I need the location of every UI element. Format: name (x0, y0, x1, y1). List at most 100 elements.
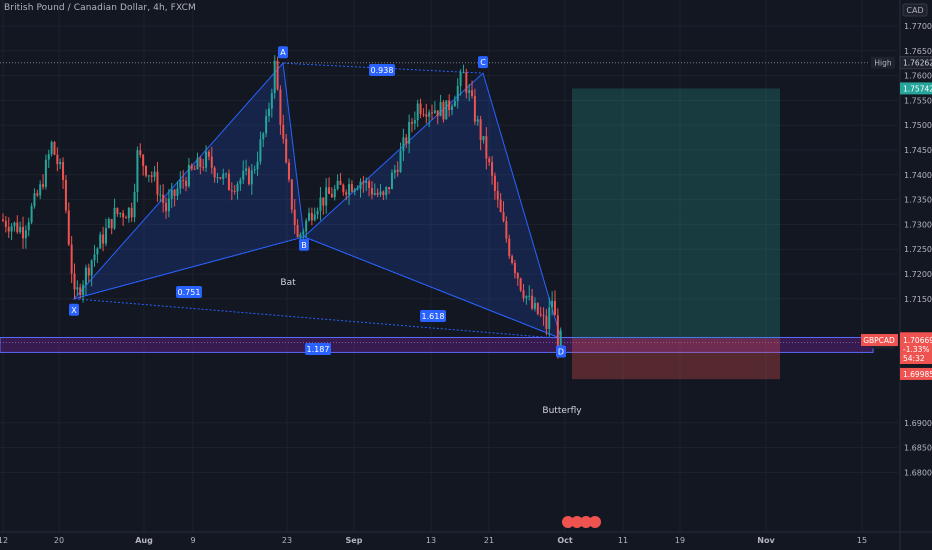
candle-body (519, 278, 522, 291)
candle-body (159, 194, 162, 196)
candle-body (216, 177, 219, 179)
candle-body (213, 167, 216, 178)
position-layer (572, 88, 780, 380)
candle-body (265, 116, 268, 134)
candle-body (465, 72, 468, 93)
candle-body (39, 184, 42, 196)
flag-icon[interactable] (571, 516, 583, 528)
pattern-point-x[interactable]: X (69, 303, 79, 316)
candle-body (13, 222, 16, 227)
candle-body (156, 171, 159, 195)
candle-body (210, 156, 213, 168)
candle-body (419, 103, 422, 114)
candle-body (442, 102, 445, 120)
candle-body (405, 137, 408, 144)
x-tick-label: Sep (346, 536, 363, 545)
candle-body (67, 210, 70, 245)
flag-icon[interactable] (580, 516, 592, 528)
flag-icon[interactable] (562, 516, 574, 528)
candle-body (2, 219, 4, 221)
point-badge-bg (478, 56, 488, 69)
pattern-ratio[interactable]: 1.187 (305, 343, 331, 355)
candle-body (396, 169, 399, 172)
point-badge-bg (278, 46, 288, 59)
candle-body (162, 194, 165, 203)
x-tick-label: 9 (190, 536, 195, 545)
candle-body (548, 307, 551, 329)
candle-body (76, 287, 79, 290)
candle-body (359, 181, 362, 189)
x-tick-label: 23 (282, 536, 292, 545)
candle-body (84, 267, 87, 285)
pattern-point-b[interactable]: B (299, 238, 309, 251)
candle-body (373, 192, 376, 195)
candle-body (170, 189, 173, 199)
price-badge-bg (900, 82, 932, 95)
candle-body (545, 316, 548, 329)
candle-body (250, 170, 253, 185)
candle-body (531, 295, 534, 309)
candle-body (236, 184, 239, 192)
position-profit-zone[interactable] (572, 88, 780, 339)
candle-body (505, 221, 508, 239)
level-value: 1.76262 (903, 59, 932, 68)
pattern-ratio[interactable]: 1.618 (420, 310, 446, 322)
candle-body (102, 234, 105, 244)
candle-body (90, 260, 93, 276)
candle-body (222, 173, 225, 179)
candle-body (176, 188, 179, 196)
candle-body (471, 90, 474, 97)
candle-body (227, 173, 230, 191)
candle-body (551, 300, 554, 308)
currency-badge-bg (902, 3, 928, 17)
candle-body (485, 136, 488, 159)
y-tick-label: 1.73000 (904, 220, 932, 229)
candle-body (16, 222, 19, 233)
candle-body (253, 169, 256, 171)
candle-body (279, 89, 282, 125)
candle-body (522, 290, 525, 299)
candle-body (302, 231, 305, 235)
last-price-block[interactable]: GBPCAD 1.70669-1.33%54:32 (861, 334, 932, 365)
candle-body (145, 166, 147, 176)
currency-label: CAD (906, 6, 923, 15)
candle-body (282, 124, 285, 139)
candle-body (96, 248, 99, 255)
candle-body (305, 220, 308, 232)
flag-icon[interactable] (589, 516, 601, 528)
candle-body (167, 198, 170, 212)
candle-body (310, 212, 313, 221)
pattern-point-a[interactable]: A (278, 46, 288, 59)
candle-body (165, 202, 168, 212)
ratio-label: 1.618 (422, 312, 445, 321)
candle-body (10, 226, 13, 232)
pattern-ratio[interactable]: 0.938 (369, 64, 395, 76)
candle-body (290, 179, 293, 210)
candle-body (179, 179, 182, 189)
pattern-triangle-bcd[interactable] (303, 72, 562, 340)
price-badge-bg (900, 367, 932, 380)
candle-body (445, 100, 448, 120)
pattern-ratio[interactable]: 0.751 (176, 286, 202, 298)
y-tick-label: 1.74000 (904, 171, 932, 180)
candle-body (64, 179, 67, 211)
pattern-point-d[interactable]: D (556, 345, 566, 358)
candle-body (247, 168, 250, 185)
candle-body (185, 180, 188, 187)
candle-body (242, 170, 245, 180)
candle-body (333, 188, 336, 198)
pattern-point-c[interactable]: C (478, 56, 488, 69)
last-price-change: -1.33% (903, 345, 930, 354)
harmonic-pattern-layer (72, 62, 562, 340)
candle-body (348, 184, 351, 195)
candle-body (22, 226, 25, 239)
candle-body (104, 228, 107, 244)
candle-body (130, 207, 133, 218)
position-loss-zone[interactable] (572, 338, 780, 380)
candle-body (119, 213, 122, 215)
candle-body (556, 315, 559, 348)
candle-body (99, 234, 102, 249)
